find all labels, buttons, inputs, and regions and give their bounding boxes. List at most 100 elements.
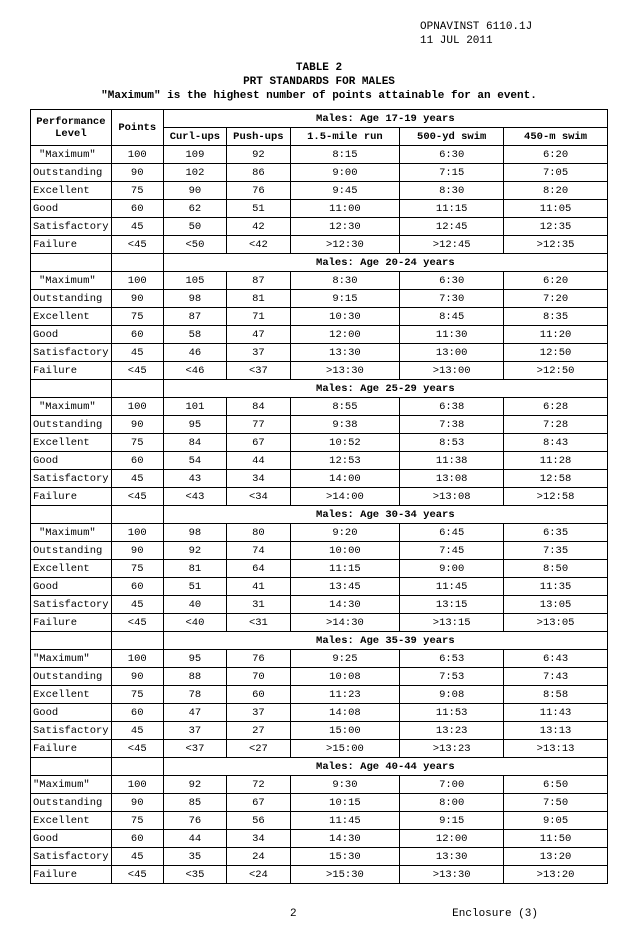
table-row: Good60473714:0811:5311:43	[31, 704, 608, 722]
cell-value: 14:30	[290, 830, 400, 848]
cell-value: 90	[111, 542, 163, 560]
cell-value: 95	[163, 650, 226, 668]
col-points: Points	[111, 110, 163, 146]
table-row: "Maximum"100101848:556:386:28	[31, 398, 608, 416]
table-row: Failure<45<43<34>14:00>13:08>12:58	[31, 488, 608, 506]
cell-value: >13:13	[504, 740, 608, 758]
cell-value: >12:58	[504, 488, 608, 506]
cell-value: 9:05	[504, 812, 608, 830]
cell-value: 6:35	[504, 524, 608, 542]
cell-performance-level: Good	[31, 704, 112, 722]
cell-performance-level: Good	[31, 578, 112, 596]
age-group-header: Males: Age 25-29 years	[163, 380, 607, 398]
cell-value: 13:08	[400, 470, 504, 488]
cell-value: <45	[111, 362, 163, 380]
table-row: Excellent7590769:458:308:20	[31, 182, 608, 200]
cell-value: 10:15	[290, 794, 400, 812]
cell-performance-level: Good	[31, 326, 112, 344]
cell-value: 92	[227, 146, 290, 164]
cell-value: 60	[111, 452, 163, 470]
cell-value: <24	[227, 866, 290, 884]
table-row: Failure<45<46<37>13:30>13:00>12:50	[31, 362, 608, 380]
cell-value: 100	[111, 146, 163, 164]
table-row: Excellent75846710:528:538:43	[31, 434, 608, 452]
cell-value: 11:30	[400, 326, 504, 344]
cell-value: 41	[227, 578, 290, 596]
cell-performance-level: Satisfactory	[31, 470, 112, 488]
cell-performance-level: Failure	[31, 236, 112, 254]
cell-value: 88	[163, 668, 226, 686]
cell-value: 11:45	[290, 812, 400, 830]
cell-value: 85	[163, 794, 226, 812]
cell-value: 42	[227, 218, 290, 236]
age-group-header: Males: Age 35-39 years	[163, 632, 607, 650]
cell-performance-level: Outstanding	[31, 668, 112, 686]
cell-performance-level: Satisfactory	[31, 596, 112, 614]
cell-value: 7:35	[504, 542, 608, 560]
table-row: Good60514113:4511:4511:35	[31, 578, 608, 596]
cell-value: 81	[163, 560, 226, 578]
cell-value: >14:00	[290, 488, 400, 506]
cell-performance-level: Satisfactory	[31, 344, 112, 362]
table-row: Outstanding90887010:087:537:43	[31, 668, 608, 686]
cell-value: 6:30	[400, 146, 504, 164]
cell-value: 76	[227, 650, 290, 668]
cell-performance-level: Outstanding	[31, 164, 112, 182]
cell-value: 75	[111, 182, 163, 200]
enclosure-label: Enclosure (3)	[452, 908, 538, 920]
cell-value: 13:23	[400, 722, 504, 740]
cell-value: 7:50	[504, 794, 608, 812]
cell-value: 7:20	[504, 290, 608, 308]
cell-value: 90	[111, 290, 163, 308]
doc-header: OPNAVINST 6110.1J 11 JUL 2011	[420, 20, 608, 49]
cell-value: 77	[227, 416, 290, 434]
cell-value: 10:30	[290, 308, 400, 326]
cell-value: 75	[111, 812, 163, 830]
cell-value: 84	[227, 398, 290, 416]
cell-value: 40	[163, 596, 226, 614]
table-row: Excellent75765611:459:159:05	[31, 812, 608, 830]
cell-value: 51	[163, 578, 226, 596]
cell-value: 76	[163, 812, 226, 830]
cell-value: 105	[163, 272, 226, 290]
cell-value: 7:00	[400, 776, 504, 794]
cell-value: >13:15	[400, 614, 504, 632]
cell-value: 13:45	[290, 578, 400, 596]
cell-value: 70	[227, 668, 290, 686]
cell-value: 8:58	[504, 686, 608, 704]
col-pushups: Push-ups	[227, 128, 290, 146]
cell-performance-level: Excellent	[31, 434, 112, 452]
cell-value: 12:45	[400, 218, 504, 236]
cell-value: 8:00	[400, 794, 504, 812]
cell-value: <31	[227, 614, 290, 632]
cell-value: 12:35	[504, 218, 608, 236]
cell-value: 7:45	[400, 542, 504, 560]
cell-performance-level: Failure	[31, 866, 112, 884]
cell-value: 9:00	[290, 164, 400, 182]
cell-value: 35	[163, 848, 226, 866]
cell-value: 76	[227, 182, 290, 200]
cell-performance-level: Good	[31, 452, 112, 470]
cell-value: 13:13	[504, 722, 608, 740]
cell-value: 11:23	[290, 686, 400, 704]
cell-value: 81	[227, 290, 290, 308]
cell-value: 11:15	[400, 200, 504, 218]
cell-value: 75	[111, 560, 163, 578]
cell-value: <42	[227, 236, 290, 254]
cell-value: 9:45	[290, 182, 400, 200]
cell-value: 47	[227, 326, 290, 344]
col-performance-level: PerformanceLevel	[31, 110, 112, 146]
table-row: Satisfactory45433414:0013:0812:58	[31, 470, 608, 488]
cell-value: 102	[163, 164, 226, 182]
cell-value: 8:50	[504, 560, 608, 578]
cell-value: 60	[111, 830, 163, 848]
cell-value: <40	[163, 614, 226, 632]
table-row: Satisfactory45352415:3013:3013:20	[31, 848, 608, 866]
cell-value: 37	[163, 722, 226, 740]
cell-value: 11:20	[504, 326, 608, 344]
cell-value: 7:28	[504, 416, 608, 434]
cell-performance-level: "Maximum"	[31, 650, 112, 668]
cell-performance-level: Satisfactory	[31, 722, 112, 740]
cell-value: >12:45	[400, 236, 504, 254]
cell-value: 11:00	[290, 200, 400, 218]
